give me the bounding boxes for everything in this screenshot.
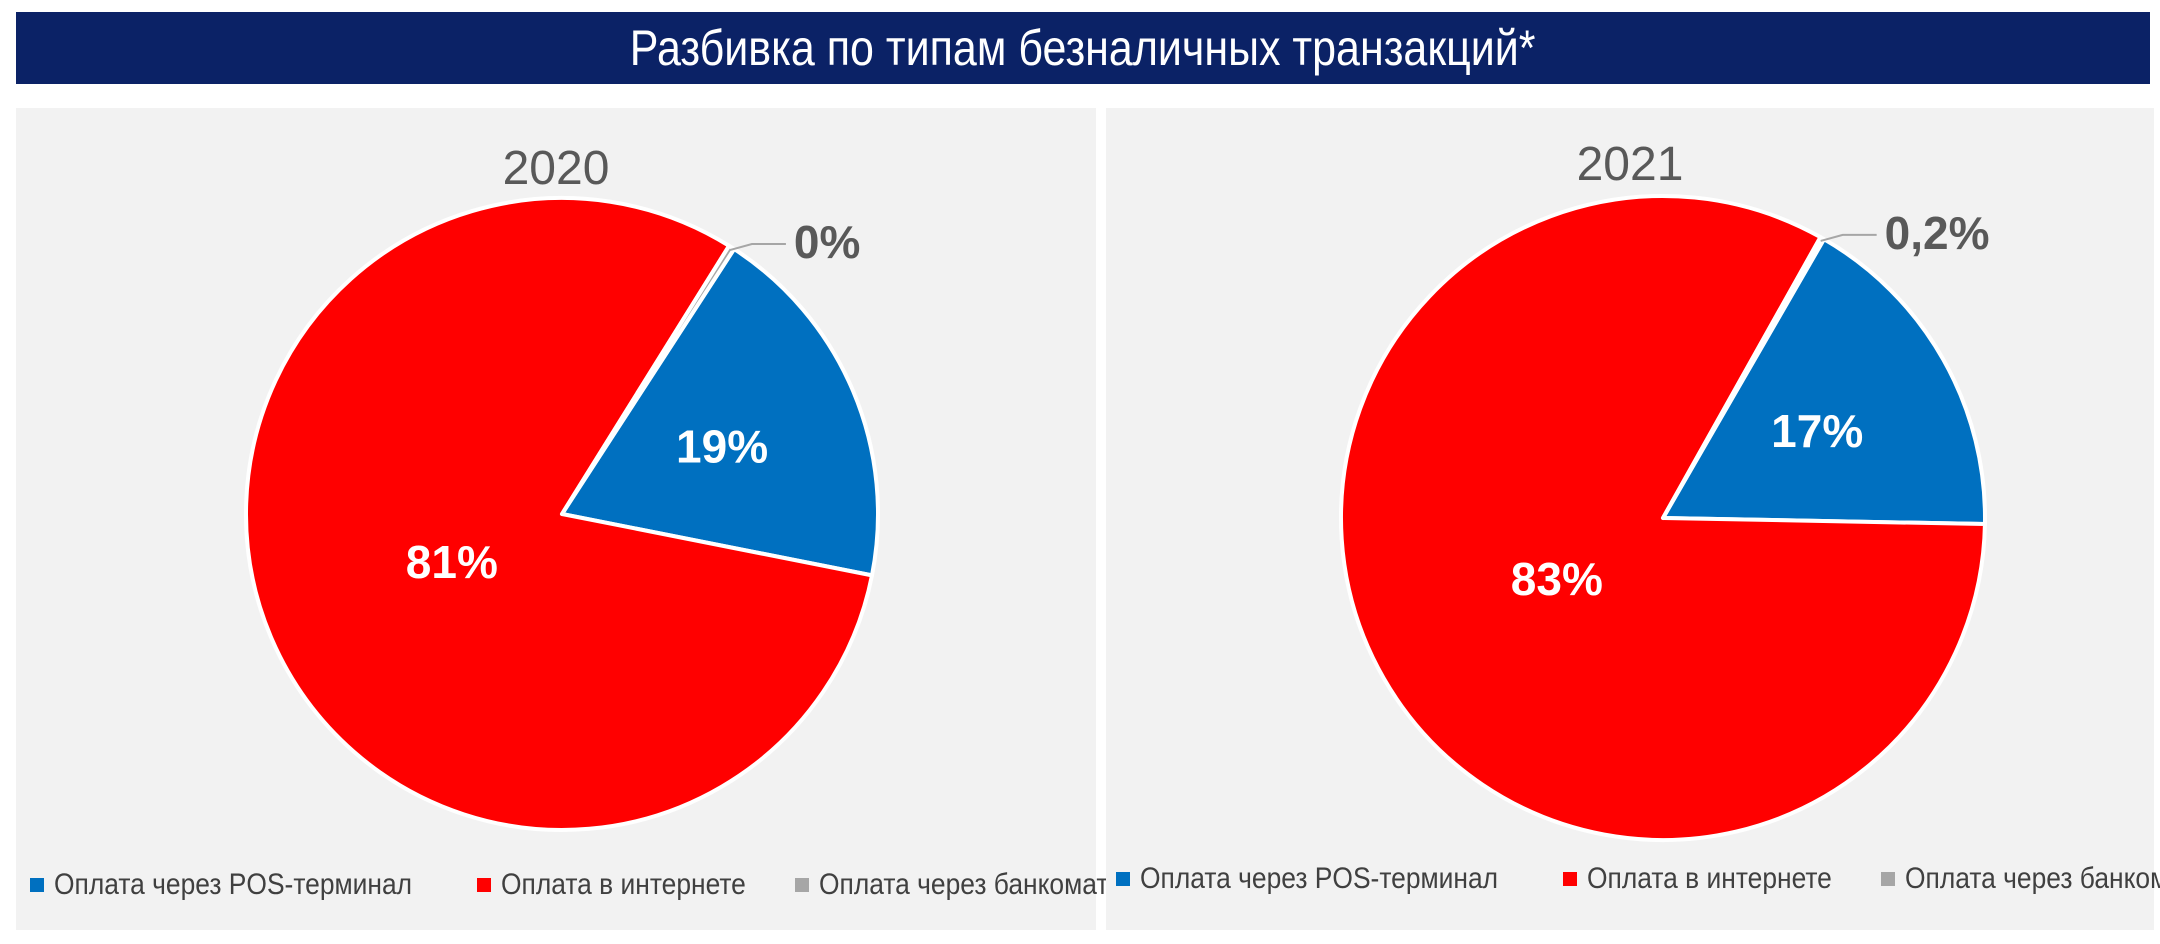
legend-label-internet: Оплата в интернете — [1586, 862, 1832, 895]
data-label-оплата-в-интернете: 83% — [1511, 553, 1603, 605]
data-label-оплата-через-банкомат: 0,2% — [1885, 207, 1990, 259]
legend-swatch-internet — [1562, 872, 1577, 886]
legend-swatch-atm — [1881, 872, 1896, 886]
data-label-оплата-через-pos-терминал: 17% — [1771, 405, 1863, 457]
legend-item-pos: Оплата через POS-терминал — [1116, 862, 1517, 896]
pie-slice-оплата-через-pos-терминал — [1661, 237, 1987, 527]
legend-swatch-pos — [30, 878, 44, 892]
chart-panel-2021: 2021 17% 83% 0,2% Оплата через POS-терминал… — [1106, 108, 2160, 930]
legend-label-internet: Оплата в интернете — [500, 868, 746, 901]
title-banner: Разбивка по типам безналичных транзакций… — [16, 12, 2150, 84]
legend-label-pos: Оплата через POS-терминал — [54, 868, 413, 901]
legend-label-atm: Оплата через банкомат — [819, 868, 1109, 901]
legend-swatch-atm — [795, 878, 810, 892]
legend-2020: Оплата через POS-терминал Оплата в интер… — [30, 868, 1140, 902]
pie-chart-2020: 2020 19% 81% 0% — [244, 142, 880, 832]
legend-label-atm: Оплата через банкомат — [1905, 862, 2160, 895]
callout-line-оплата-через-банкомат — [729, 243, 786, 252]
data-label-оплата-через-pos-терминал: 19% — [676, 420, 768, 472]
chart-panel-2020: 2020 19% 81% 0% Оплата через POS-терминал О… — [16, 108, 1109, 930]
pie-slice-оплата-через-pos-терминал — [560, 246, 880, 578]
data-label-оплата-через-банкомат: 0% — [794, 216, 860, 268]
legend-item-internet: Оплата в интернете — [476, 868, 749, 902]
legend-swatch-pos — [1116, 872, 1130, 886]
legend-label-pos: Оплата через POS-терминал — [1140, 862, 1499, 895]
pie-chart-2021: 2021 17% 83% 0,2% — [1339, 138, 1990, 842]
legend-item-internet: Оплата в интернете — [1562, 862, 1835, 896]
pie-slice-оплата-в-интернете — [244, 196, 874, 832]
legend-2021: Оплата через POS-терминал Оплата в интер… — [1116, 862, 2160, 896]
chart-title: 2020 — [503, 142, 610, 195]
data-label-оплата-в-интернете: 81% — [406, 536, 498, 588]
page-title: Разбивка по типам безналичных транзакций… — [630, 20, 1536, 76]
legend-item-atm: Оплата через банкомат — [1881, 862, 2160, 896]
chart-title: 2021 — [1577, 138, 1684, 191]
legend-swatch-internet — [476, 878, 491, 892]
legend-item-atm: Оплата через банкомат — [795, 868, 1118, 902]
legend-item-pos: Оплата через POS-терминал — [30, 868, 431, 902]
callout-line-оплата-через-банкомат — [1820, 233, 1877, 242]
